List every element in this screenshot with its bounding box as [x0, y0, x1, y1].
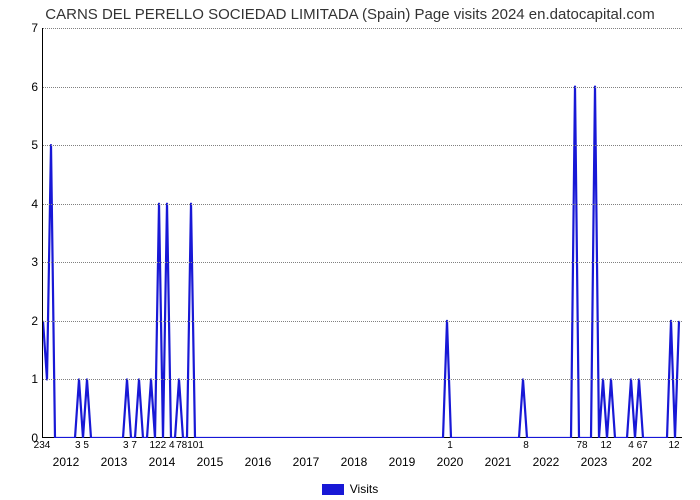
gridline [43, 28, 682, 29]
gridline [43, 379, 682, 380]
y-tick-label: 2 [22, 314, 38, 328]
x-tick-year: 2021 [485, 455, 512, 469]
chart-container: CARNS DEL PERELLO SOCIEDAD LIMITADA (Spa… [0, 0, 700, 500]
y-tick-label: 1 [22, 372, 38, 386]
y-tick-label: 7 [22, 21, 38, 35]
x-tick-point: 3 7 [123, 440, 137, 451]
x-tick-year: 202 [632, 455, 652, 469]
x-tick-year: 2018 [341, 455, 368, 469]
x-tick-point: 12 [600, 440, 611, 451]
gridline [43, 87, 682, 88]
legend-label: Visits [350, 482, 378, 496]
gridline [43, 145, 682, 146]
plot-area [42, 28, 682, 438]
x-tick-year: 2013 [101, 455, 128, 469]
gridline [43, 204, 682, 205]
gridline [43, 321, 682, 322]
x-tick-point: 234 [34, 440, 51, 451]
legend-swatch [322, 484, 344, 495]
x-tick-year: 2020 [437, 455, 464, 469]
x-tick-point: 8 [523, 440, 529, 451]
x-tick-year: 2014 [149, 455, 176, 469]
x-tick-point: 1 [447, 440, 453, 451]
x-tick-point: 12 [668, 440, 679, 451]
x-tick-year: 2017 [293, 455, 320, 469]
x-tick-year: 2022 [533, 455, 560, 469]
y-tick-label: 6 [22, 80, 38, 94]
x-tick-year: 2019 [389, 455, 416, 469]
y-tick-label: 5 [22, 138, 38, 152]
x-tick-point: 122 4 [149, 440, 174, 451]
x-tick-year: 2015 [197, 455, 224, 469]
y-tick-label: 4 [22, 197, 38, 211]
x-tick-year: 2023 [581, 455, 608, 469]
legend: Visits [0, 482, 700, 496]
x-tick-point: 4 67 [628, 440, 647, 451]
gridline [43, 262, 682, 263]
x-tick-point: 3 5 [75, 440, 89, 451]
x-tick-year: 2012 [53, 455, 80, 469]
x-tick-year: 2016 [245, 455, 272, 469]
y-tick-label: 3 [22, 255, 38, 269]
x-tick-point: 78101 [176, 440, 204, 451]
chart-title: CARNS DEL PERELLO SOCIEDAD LIMITADA (Spa… [0, 6, 700, 23]
line-series [43, 28, 683, 438]
x-tick-point: 78 [576, 440, 587, 451]
